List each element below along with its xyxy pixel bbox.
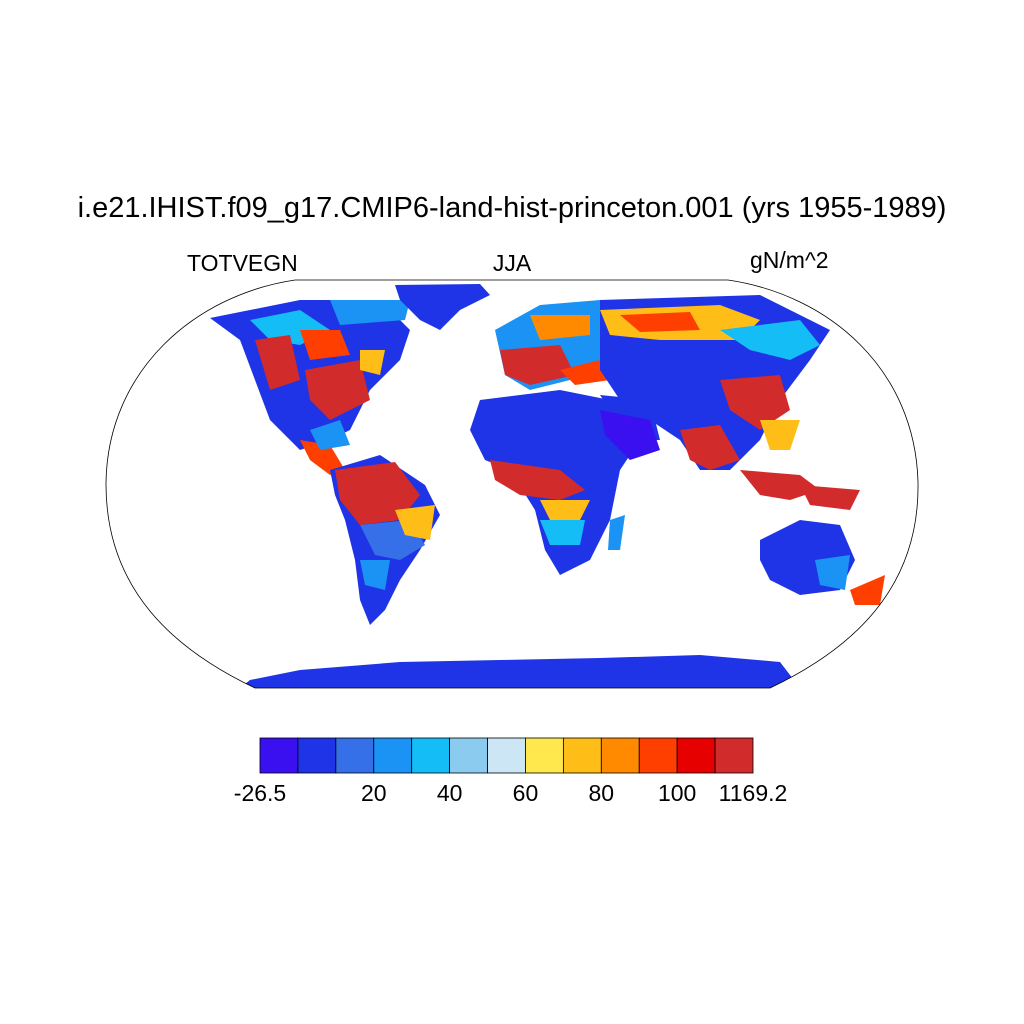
colorbar-swatch [411, 737, 451, 774]
colorbar-swatch [600, 737, 640, 774]
colorbar-tick-label: -26.5 [233, 780, 287, 806]
greenland-land [395, 284, 490, 330]
colorbar-swatch [562, 737, 602, 774]
central-america-land [300, 440, 345, 475]
colorbar-swatch [449, 737, 488, 774]
variable-label: TOTVEGN [187, 250, 298, 276]
globe-outline [105, 279, 919, 689]
land-fields [210, 284, 885, 688]
colorbar-swatch [259, 737, 299, 774]
colorbar-tick-label: 20 [360, 780, 387, 806]
colorbar-tick-label: 40 [436, 780, 463, 806]
colorbar-tick-label: 80 [588, 780, 615, 806]
plot-title: i.e21.IHIST.f09_g17.CMIP6-land-hist-prin… [77, 192, 947, 224]
season-label: JJA [492, 250, 532, 276]
antarctica-land [240, 655, 800, 688]
units-label: gN/m^2 [750, 247, 829, 273]
colorbar-swatch [714, 737, 754, 774]
colorbar-tick-label: 60 [512, 780, 539, 806]
arabia-land [600, 410, 660, 460]
colorbar-tick-label: 100 [657, 780, 697, 806]
colorbar-swatch [525, 737, 564, 774]
colorbar-swatch [638, 737, 678, 774]
colorbar-swatch [373, 737, 413, 774]
colorbar-swatch [297, 737, 337, 774]
colorbar-swatch [335, 737, 375, 774]
colorbar-tick-label: 1169.2 [718, 780, 788, 806]
maritime-asia-land [740, 470, 820, 500]
colorbar [259, 737, 754, 774]
colorbar-swatch [487, 737, 526, 774]
colorbar-swatch [676, 737, 716, 774]
